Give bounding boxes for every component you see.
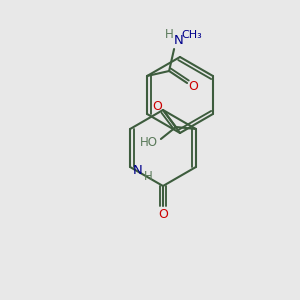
Text: O: O	[152, 100, 162, 113]
Text: N: N	[174, 34, 184, 47]
Text: O: O	[188, 80, 198, 92]
Text: CH₃: CH₃	[182, 30, 202, 40]
Text: HO: HO	[140, 136, 158, 149]
Text: N: N	[133, 164, 143, 178]
Text: H: H	[165, 28, 173, 40]
Text: O: O	[158, 208, 168, 220]
Text: H: H	[144, 170, 152, 184]
